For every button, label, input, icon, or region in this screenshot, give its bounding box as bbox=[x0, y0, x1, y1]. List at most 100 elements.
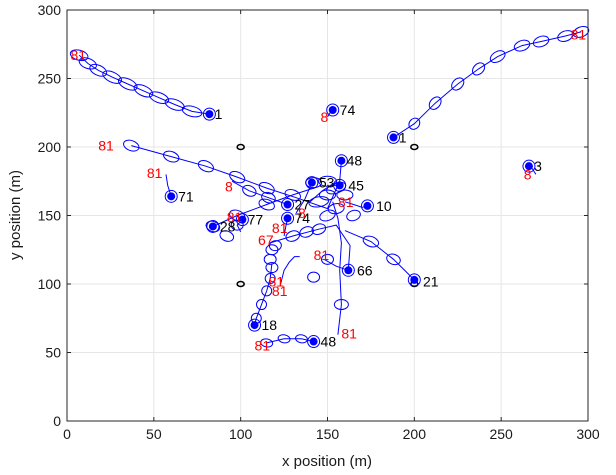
end-marker-dot-3 bbox=[524, 162, 533, 171]
end-marker-ring-9 bbox=[206, 219, 220, 233]
track-label-9: 8 bbox=[524, 166, 532, 182]
track-label-3: 1 bbox=[399, 129, 407, 145]
track-label-28: 21 bbox=[423, 273, 439, 289]
anchor-marker-0 bbox=[236, 143, 245, 151]
covariance-ellipse-57 bbox=[333, 299, 349, 311]
covariance-ellipse-6 bbox=[148, 91, 170, 104]
x-axis-ticks: 0 50 100 150 200 250 300 bbox=[63, 10, 600, 442]
covariance-ellipse-45 bbox=[386, 253, 401, 266]
covariance-ellipse-12 bbox=[513, 39, 531, 52]
covariance-ellipse-24 bbox=[261, 191, 276, 204]
track-line-16 bbox=[280, 256, 300, 285]
covariance-ellipse-16 bbox=[428, 96, 442, 110]
end-marker-ring-6 bbox=[281, 198, 295, 212]
covariance-ellipse-3 bbox=[102, 70, 122, 84]
y-axis-ticks: 0 50 100 150 200 250 300 bbox=[38, 2, 588, 429]
end-marker-dot-8 bbox=[307, 178, 316, 187]
covariance-ellipse-39 bbox=[336, 189, 354, 201]
end-marker-ring-16 bbox=[307, 335, 321, 349]
anchor-marker-2 bbox=[236, 280, 245, 288]
track-label-2: 81 bbox=[571, 27, 587, 43]
covariance-ellipse-8 bbox=[181, 105, 203, 118]
covariance-ellipse-13 bbox=[489, 50, 506, 63]
track-label-18: 8 bbox=[298, 205, 306, 221]
end-marker-dot-1 bbox=[389, 133, 398, 142]
track-label-10: 81 bbox=[147, 165, 163, 181]
end-marker-dot-6 bbox=[283, 200, 292, 209]
track-label-32: 81 bbox=[255, 338, 271, 354]
y-tick-label-3: 150 bbox=[38, 208, 62, 224]
end-marker-ring-11 bbox=[281, 211, 295, 225]
track-label-16: 81 bbox=[338, 194, 354, 210]
covariance-ellipse-15 bbox=[451, 77, 465, 91]
end-marker-ring-0 bbox=[202, 107, 216, 121]
track-line-1 bbox=[393, 31, 582, 138]
track-line-7 bbox=[309, 184, 340, 203]
track-label-7: 48 bbox=[347, 153, 363, 169]
covariance-ellipse-11 bbox=[532, 35, 550, 48]
track-line-15 bbox=[344, 230, 415, 281]
track-label-31: 81 bbox=[341, 325, 357, 341]
x-tick-label-4: 200 bbox=[403, 426, 427, 442]
y-tick-label-1: 50 bbox=[45, 345, 61, 361]
covariance-ellipse-51 bbox=[261, 285, 273, 297]
end-marker-dot-5 bbox=[337, 156, 346, 165]
covariance-ellipse-46 bbox=[321, 253, 334, 265]
track-line-14 bbox=[323, 258, 349, 271]
track-label-11: 71 bbox=[178, 188, 194, 204]
track-label-22: 28 bbox=[220, 218, 236, 234]
covariance-ellipse-49 bbox=[265, 262, 279, 274]
end-marker-ring-1 bbox=[386, 130, 400, 144]
end-marker-dot-16 bbox=[309, 337, 318, 346]
end-marker-dot-10 bbox=[238, 215, 247, 224]
covariance-ellipse-48 bbox=[263, 253, 277, 265]
track-label-33: 48 bbox=[321, 334, 337, 350]
end-marker-dot-7 bbox=[335, 181, 344, 190]
x-tick-label-3: 150 bbox=[316, 426, 340, 442]
y-axis-label: y position (m) bbox=[7, 170, 24, 260]
covariance-ellipse-20 bbox=[197, 160, 214, 173]
y-tick-label-5: 250 bbox=[38, 71, 62, 87]
end-marker-ring-13 bbox=[341, 263, 355, 277]
covariance-ellipse-33 bbox=[299, 226, 314, 238]
x-tick-label-0: 0 bbox=[63, 426, 71, 442]
covariance-ellipse-50 bbox=[264, 273, 276, 285]
covariance-ellipse-25 bbox=[205, 220, 221, 233]
track-line-13 bbox=[270, 224, 351, 271]
end-marker-dot-4 bbox=[167, 192, 176, 201]
track-line-9 bbox=[212, 187, 314, 227]
covariance-ellipse-44 bbox=[362, 235, 380, 248]
covariance-ellipse-55 bbox=[277, 334, 291, 344]
y-tick-label-6: 300 bbox=[38, 2, 62, 18]
track-label-8: 3 bbox=[534, 158, 542, 174]
covariance-ellipse-14 bbox=[472, 62, 486, 76]
track-label-14: 45 bbox=[348, 177, 364, 193]
covariance-ellipse-41 bbox=[318, 175, 337, 187]
end-marker-ring-14 bbox=[407, 273, 421, 287]
track-label-21: 74 bbox=[295, 210, 311, 226]
x-axis-label: x position (m) bbox=[282, 453, 372, 470]
covariance-ellipse-58 bbox=[307, 271, 321, 283]
covariance-ellipse-34 bbox=[311, 223, 327, 235]
covariance-ellipse-54 bbox=[260, 338, 274, 348]
end-marker-ring-10 bbox=[235, 213, 249, 227]
end-marker-dot-11 bbox=[283, 214, 292, 223]
track-label-27: 81 bbox=[268, 273, 284, 289]
covariance-ellipse-2 bbox=[89, 63, 108, 77]
end-marker-dot-9 bbox=[208, 222, 217, 231]
covariance-ellipse-27 bbox=[258, 198, 275, 211]
x-tick-label-1: 50 bbox=[146, 426, 162, 442]
covariance-ellipse-38 bbox=[319, 189, 336, 201]
track-label-29: 81 bbox=[272, 283, 288, 299]
end-marker-dot-15 bbox=[250, 321, 259, 330]
covariance-ellipse-5 bbox=[133, 84, 154, 98]
track-label-17: 10 bbox=[376, 198, 392, 214]
end-marker-ring-3 bbox=[522, 159, 536, 173]
covariance-ellipse-35 bbox=[319, 209, 336, 222]
end-marker-dot-12 bbox=[363, 201, 372, 210]
x-tick-label-6: 300 bbox=[576, 426, 600, 442]
track-label-4: 8 bbox=[321, 109, 329, 125]
track-end-markers bbox=[164, 103, 536, 349]
